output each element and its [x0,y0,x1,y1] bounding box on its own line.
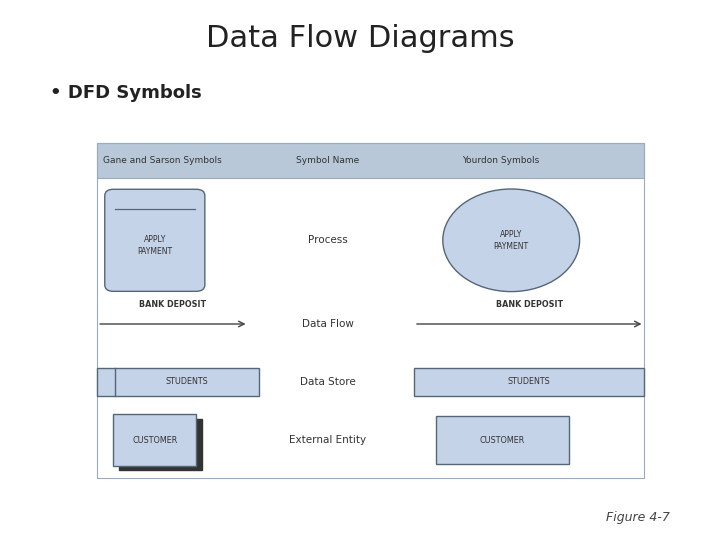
Text: Data Store: Data Store [300,377,356,387]
Text: Data Flow: Data Flow [302,319,354,329]
Bar [114,415,196,465]
Text: BANK DEPOSIT: BANK DEPOSIT [495,300,563,309]
Text: CUSTOMER: CUSTOMER [132,436,177,444]
Bar [120,419,202,470]
Text: Data Flow Diagrams: Data Flow Diagrams [206,24,514,53]
Text: STUDENTS: STUDENTS [508,377,551,386]
Text: APPLY
PAYMENT: APPLY PAYMENT [138,235,172,256]
Text: Yourdon Symbols: Yourdon Symbols [462,156,539,165]
Text: STUDENTS: STUDENTS [166,377,209,386]
Text: APPLY
PAYMENT: APPLY PAYMENT [494,230,528,251]
Bar [97,143,644,478]
Ellipse shape [443,189,580,292]
Text: • DFD Symbols: • DFD Symbols [50,84,202,102]
Bar [436,416,569,464]
Text: Figure 4-7: Figure 4-7 [606,511,670,524]
Bar [97,143,644,178]
Text: Gane and Sarson Symbols: Gane and Sarson Symbols [103,156,221,165]
Bar [414,368,644,396]
Text: External Entity: External Entity [289,435,366,445]
FancyBboxPatch shape [105,190,204,292]
Text: Symbol Name: Symbol Name [296,156,359,165]
Text: Process: Process [307,235,348,245]
Text: CUSTOMER: CUSTOMER [480,436,525,444]
Text: BANK DEPOSIT: BANK DEPOSIT [139,300,207,309]
Bar [97,368,259,396]
